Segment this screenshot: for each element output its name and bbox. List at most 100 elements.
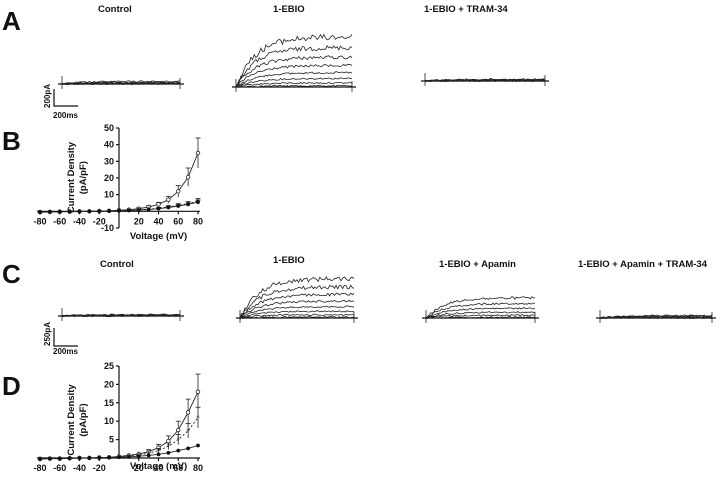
data-point	[67, 209, 72, 214]
x-tick-label: 20	[134, 216, 144, 226]
current-sweep	[425, 314, 536, 319]
current-sweep	[239, 313, 355, 319]
current-sweep	[239, 310, 355, 319]
data-point	[195, 389, 201, 394]
data-point	[146, 453, 151, 458]
data-point	[57, 456, 62, 461]
data-point	[146, 207, 151, 212]
trace-group-a-3	[421, 73, 549, 86]
panel-d-iv-chart: -80 -60 -40 -20 20 40 60 80 5 10 15 20 25 Voltage (mV…	[33, 361, 203, 473]
series-3	[38, 199, 201, 214]
panel-a-scale-time: 200ms	[53, 111, 78, 120]
current-sweep	[239, 284, 355, 320]
panel-c-title-control: Control	[100, 259, 134, 270]
data-point	[87, 456, 92, 460]
current-sweep	[61, 81, 181, 85]
data-point: *	[167, 443, 171, 451]
data-point	[186, 446, 191, 451]
x-tick-label: 60	[173, 463, 183, 473]
data-point	[97, 455, 102, 460]
data-point	[97, 209, 102, 214]
panel-c-title-ebio-apamin-tram34: 1-EBIO + Apamin + TRAM-34	[578, 259, 708, 270]
trace-group-c-1	[58, 308, 184, 321]
current-sweep	[61, 80, 181, 85]
data-point	[77, 456, 82, 460]
current-sweep	[599, 314, 713, 319]
x-tick-label: -60	[53, 463, 66, 473]
data-point	[176, 448, 181, 453]
panel-b-iv-chart: -80 -60 -40 -20 20 40 60 80 -10 10 20 30 40 50 Voltage…	[33, 123, 203, 242]
x-tick-label: -20	[93, 463, 106, 473]
current-sweep	[235, 63, 353, 87]
y-tick-label: 20	[104, 173, 114, 183]
current-sweep	[235, 33, 353, 87]
panel-a-title-control: Control	[98, 4, 132, 15]
data-point	[107, 209, 112, 213]
panel-c-title-ebio: 1-EBIO	[273, 255, 305, 266]
y-axis-title-unit: (pA/pF)	[78, 161, 89, 194]
data-point	[57, 209, 62, 214]
data-point	[126, 208, 131, 213]
current-sweep	[239, 275, 355, 318]
panel-a-scale-bar: 200pA 200ms	[43, 84, 78, 120]
x-tick-label: 60	[173, 216, 183, 226]
trace-group-c-3	[422, 296, 539, 323]
y-axis-title: Current Density	[66, 384, 77, 456]
current-sweep	[425, 307, 536, 319]
current-sweep	[425, 310, 536, 320]
data-point	[136, 208, 141, 212]
data-point	[117, 208, 121, 213]
current-sweep	[599, 316, 713, 320]
data-point	[47, 456, 52, 461]
series-line	[40, 417, 199, 460]
panel-a-scale-bar-lines	[53, 89, 78, 107]
current-sweep	[239, 315, 355, 319]
current-sweep	[239, 292, 355, 318]
y-tick-label: 40	[104, 140, 114, 150]
y-tick-label: 10	[104, 416, 114, 426]
panel-c-scale-current: 250pA	[43, 322, 52, 346]
data-point	[196, 443, 200, 448]
data-point	[126, 454, 131, 459]
data-point: *	[196, 414, 200, 422]
current-sweep	[424, 78, 546, 82]
data-point	[156, 202, 161, 207]
panel-letter-a: A	[2, 6, 21, 36]
x-tick-label: -20	[93, 216, 106, 226]
data-point	[67, 456, 72, 460]
trace-group-c-2	[236, 275, 358, 323]
current-sweep	[425, 302, 536, 318]
data-point	[196, 200, 200, 205]
panel-letter-b: B	[2, 126, 21, 156]
data-point	[176, 189, 181, 194]
current-sweep	[235, 45, 353, 88]
panel-a-title-ebio-tram34: 1-EBIO + TRAM-34	[424, 4, 508, 15]
current-sweep	[424, 79, 546, 83]
data-point	[38, 456, 42, 461]
current-sweep	[235, 77, 353, 88]
current-sweep	[425, 296, 536, 319]
data-point	[166, 197, 171, 202]
current-sweep	[235, 71, 353, 88]
x-tick-label: -40	[73, 463, 86, 473]
panel-letter-c: C	[2, 259, 21, 289]
data-point: *	[186, 427, 190, 435]
x-tick-label: 80	[193, 216, 203, 226]
x-axis-title: Voltage (mV)	[130, 231, 187, 242]
x-tick-label: 20	[134, 463, 144, 473]
data-point	[107, 455, 112, 460]
trace-group-a-1	[58, 76, 184, 89]
x-tick-label: -60	[53, 216, 66, 226]
data-point	[117, 455, 121, 460]
trace-group-c-4	[596, 310, 716, 323]
y-tick-label: 20	[104, 379, 114, 389]
panel-c-title-ebio-apamin: 1-EBIO + Apamin	[439, 259, 516, 270]
y-axis-title-unit: (pA/pF)	[78, 403, 89, 436]
data-point	[166, 450, 171, 455]
data-point	[136, 454, 141, 459]
y-axis-title: Current Density	[66, 141, 77, 213]
data-point	[166, 205, 171, 210]
y-tick-label: 15	[104, 398, 114, 408]
